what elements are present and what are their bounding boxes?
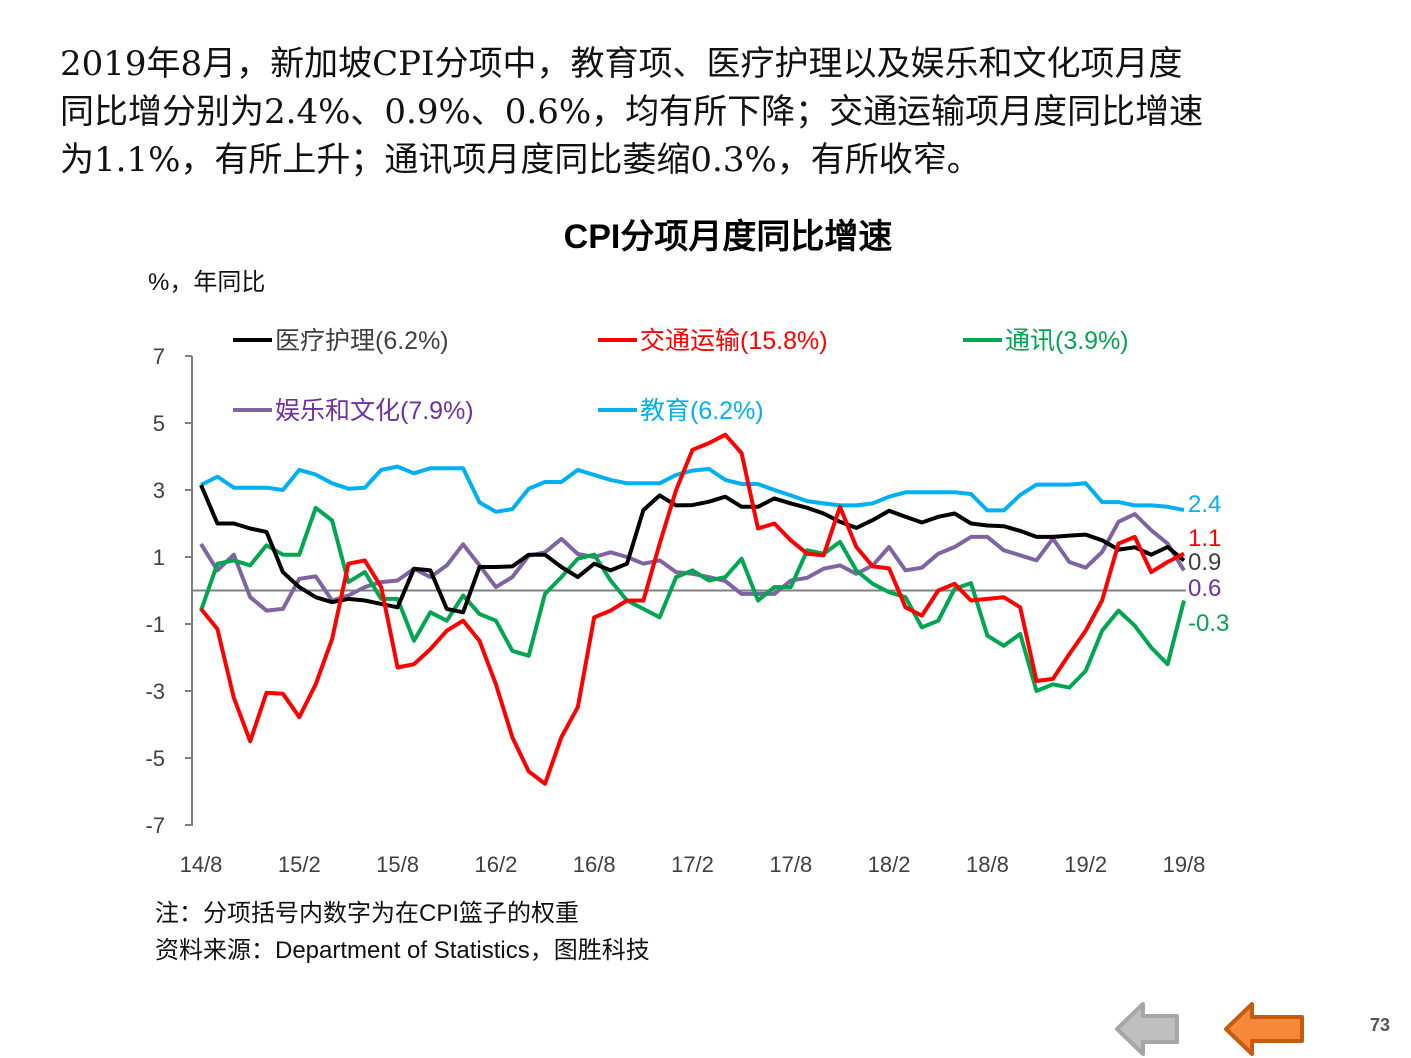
legend-item: 医疗护理(6.2%) bbox=[233, 327, 449, 355]
intro-line: 为1.1%，有所上升；通讯项月度同比萎缩0.3%，有所收窄。 bbox=[60, 140, 981, 180]
legend-label: 通讯(3.9%) bbox=[1005, 327, 1129, 355]
x-tick-label: 18/8 bbox=[966, 852, 1009, 877]
y-tick-label: 5 bbox=[153, 411, 165, 436]
x-tick-label: 14/8 bbox=[180, 852, 223, 877]
x-tick-label: 15/2 bbox=[278, 852, 321, 877]
legend-label: 教育(6.2%) bbox=[640, 397, 764, 425]
y-tick-label: -5 bbox=[145, 746, 165, 771]
end-value-label: 1.1 bbox=[1188, 525, 1221, 552]
x-tick-label: 16/8 bbox=[573, 852, 616, 877]
y-tick-label: 3 bbox=[153, 478, 165, 503]
chart-source: 资料来源：Department of Statistics，图胜科技 bbox=[155, 937, 650, 964]
series-line-3 bbox=[199, 512, 1186, 613]
end-value-label: 0.9 bbox=[1188, 549, 1221, 576]
y-tick-label: 7 bbox=[153, 344, 165, 369]
legend-label: 娱乐和文化(7.9%) bbox=[275, 397, 474, 425]
intro-line: 同比增分别为2.4%、0.9%、0.6%，均有所下降；交通运输项月度同比增速 bbox=[60, 92, 1204, 132]
end-value-label: -0.3 bbox=[1188, 610, 1229, 637]
legend-item: 交通运输(15.8%) bbox=[598, 327, 828, 355]
x-tick-label: 18/2 bbox=[868, 852, 911, 877]
x-tick-label: 15/8 bbox=[376, 852, 419, 877]
y-axis-unit-label: %，年同比 bbox=[148, 269, 265, 296]
prev-slide-gray-arrow-icon[interactable] bbox=[1113, 1000, 1183, 1058]
y-tick-label: 1 bbox=[153, 545, 165, 570]
series-line-0 bbox=[199, 484, 1186, 615]
series-line-4 bbox=[200, 464, 1185, 514]
end-value-label: 2.4 bbox=[1188, 491, 1221, 518]
y-tick-label: -3 bbox=[145, 679, 165, 704]
legend-item: 教育(6.2%) bbox=[598, 397, 764, 425]
x-tick-label: 17/2 bbox=[671, 852, 714, 877]
intro-paragraph: 2019年8月，新加坡CPI分项中，教育项、医疗护理以及娱乐和文化项月度 同比增… bbox=[60, 40, 1360, 184]
y-tick-label: -1 bbox=[145, 612, 165, 637]
legend-label: 医疗护理(6.2%) bbox=[275, 327, 449, 355]
prev-slide-orange-arrow-icon[interactable] bbox=[1222, 1000, 1306, 1058]
legend-item: 娱乐和文化(7.9%) bbox=[233, 397, 474, 425]
x-tick-label: 17/8 bbox=[769, 852, 812, 877]
x-tick-label: 19/8 bbox=[1163, 852, 1206, 877]
page-number: 73 bbox=[1370, 1015, 1391, 1035]
series-line-2 bbox=[199, 505, 1186, 693]
x-tick-label: 19/2 bbox=[1064, 852, 1107, 877]
x-tick-label: 16/2 bbox=[474, 852, 517, 877]
legend-item: 通讯(3.9%) bbox=[963, 327, 1129, 355]
intro-line: 2019年8月，新加坡CPI分项中，教育项、医疗护理以及娱乐和文化项月度 bbox=[60, 44, 1183, 84]
chart-note: 注：分项括号内数字为在CPI篮子的权重 bbox=[155, 900, 580, 927]
y-tick-label: -7 bbox=[145, 813, 165, 838]
legend-label: 交通运输(15.8%) bbox=[640, 327, 828, 355]
chart-title: CPI分项月度同比增速 bbox=[564, 218, 893, 256]
end-value-label: 0.6 bbox=[1188, 575, 1221, 602]
series-line-1 bbox=[199, 432, 1185, 786]
